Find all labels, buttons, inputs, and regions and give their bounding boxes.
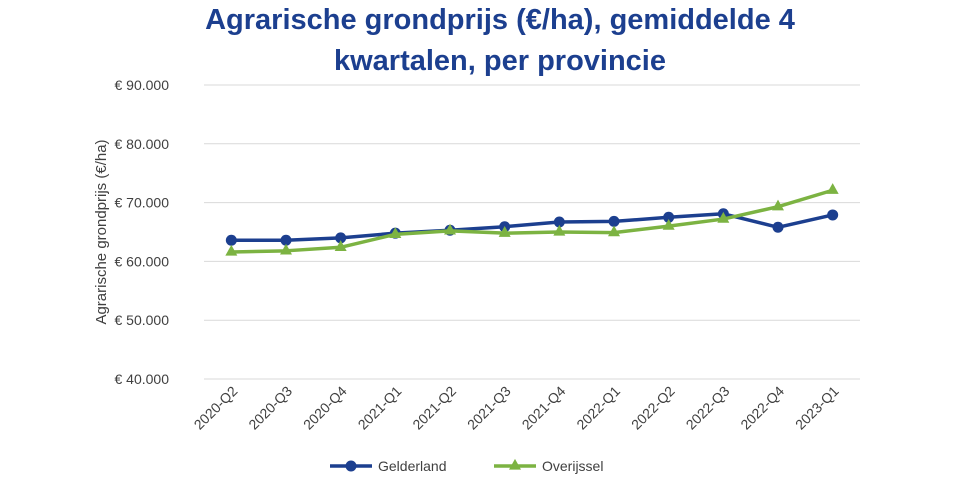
data-point: [280, 234, 292, 246]
chart-title-line-1: Agrarische grondprijs (€/ha), gemiddelde…: [205, 4, 795, 36]
data-point: [280, 243, 292, 255]
x-tick-label: 2020-Q2: [191, 383, 241, 433]
legend-item-overijssel: Overijssel: [494, 458, 603, 474]
data-point: [608, 225, 620, 237]
data-point: [225, 234, 237, 246]
legend-label: Gelderland: [378, 458, 447, 474]
x-tick-label: 2023-Q1: [792, 383, 842, 433]
y-tick-label: € 50.000: [115, 312, 170, 328]
x-tick-label: 2022-Q3: [683, 383, 733, 433]
legend-marker: [509, 458, 521, 470]
data-point: [662, 218, 675, 230]
series-line: [231, 212, 834, 242]
legend-item-gelderland: Gelderland: [330, 458, 447, 474]
data-point: [717, 211, 730, 223]
data-point: [772, 199, 784, 211]
y-tick-label: € 60.000: [115, 253, 170, 269]
data-point: [553, 224, 566, 236]
series-overijssel: [225, 183, 839, 256]
data-point: [663, 211, 675, 223]
y-axis-tick-labels: € 40.000 € 50.000 € 60.000 € 70.000 € 80.000…: [115, 77, 170, 387]
series-lines: [225, 183, 839, 256]
x-tick-label: 2021-Q4: [519, 383, 569, 433]
y-tick-label: € 70.000: [115, 195, 170, 211]
data-point: [498, 226, 511, 237]
x-tick-label: 2022-Q1: [573, 383, 623, 433]
data-point: [827, 209, 839, 221]
data-point: [335, 232, 347, 244]
x-tick-label: 2022-Q2: [628, 383, 678, 433]
y-tick-label: € 90.000: [115, 77, 170, 93]
data-point: [389, 227, 402, 239]
data-point: [772, 221, 784, 233]
data-point: [826, 183, 839, 194]
y-tick-label: € 80.000: [115, 136, 170, 152]
gridlines: [204, 84, 860, 380]
y-axis-label: Agrarische grondprijs (€/ha): [93, 139, 110, 324]
x-tick-label: 2022-Q4: [737, 383, 787, 433]
series-line: [231, 188, 834, 254]
x-tick-label: 2021-Q2: [409, 383, 459, 433]
data-point: [444, 223, 456, 235]
chart-title-line-2: kwartalen, per provincie: [333, 45, 666, 77]
x-tick-label: 2020-Q4: [300, 383, 350, 433]
data-point: [334, 240, 347, 251]
x-tick-label: 2021-Q1: [355, 383, 405, 433]
legend-label: Overijssel: [542, 458, 603, 474]
data-point: [225, 244, 238, 256]
x-axis-tick-labels: 2020-Q2 2020-Q3 2020-Q4 2021-Q1 2021-Q2 2021-…: [191, 383, 842, 433]
legend: Gelderland Overijssel: [330, 458, 603, 474]
chart-title: Agrarische grondprijs (€/ha), gemiddelde…: [100, 0, 900, 82]
data-point: [553, 216, 565, 228]
data-point: [608, 215, 620, 227]
legend-marker: [345, 460, 357, 472]
x-tick-label: 2021-Q3: [464, 383, 514, 433]
y-tick-label: € 40.000: [115, 371, 170, 387]
x-tick-label: 2020-Q3: [245, 383, 295, 433]
